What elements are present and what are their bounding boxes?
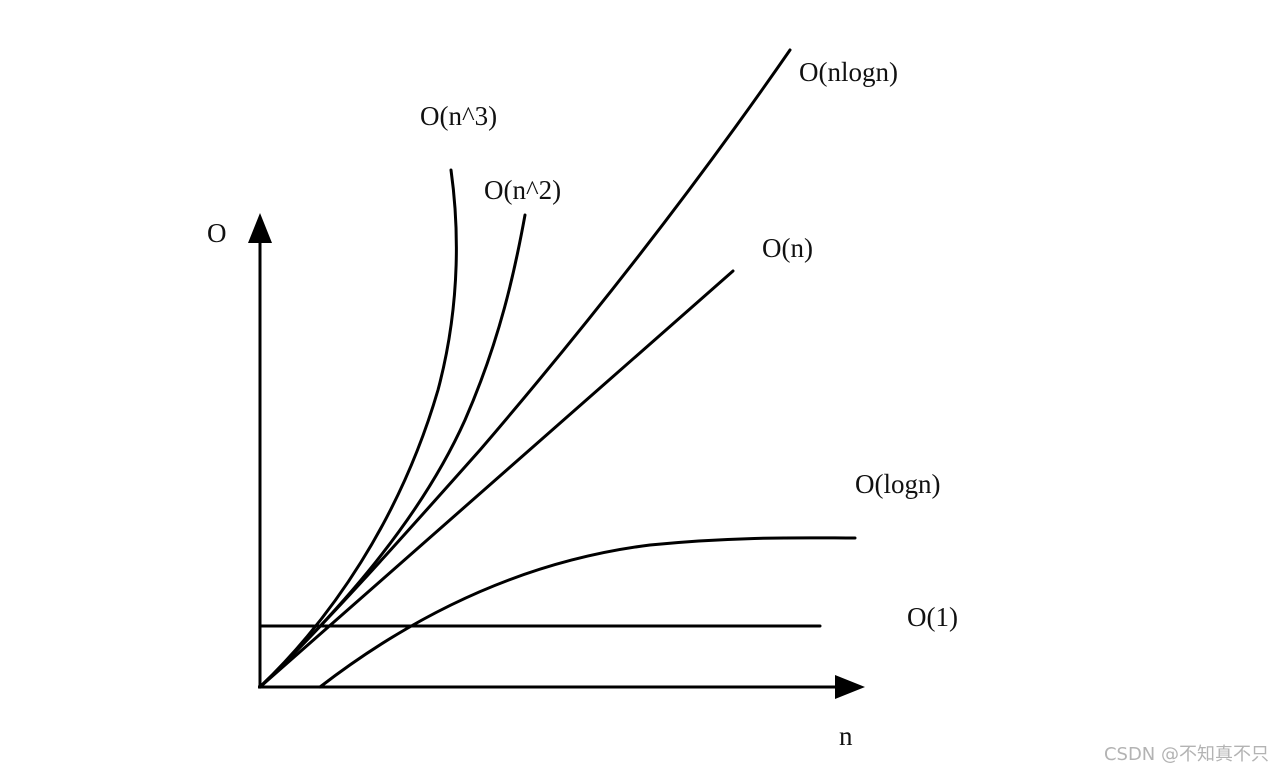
label-o-nlogn: O(nlogn) (799, 57, 898, 87)
label-o-n2: O(n^2) (484, 175, 561, 205)
curve-o-logn (318, 536, 857, 689)
curve-o-nlogn (258, 48, 792, 689)
watermark-text: CSDN @不知真不只 (1103, 744, 1269, 765)
curve-o-n3 (258, 168, 458, 689)
curve-o-n2 (258, 213, 527, 689)
curve-o-n (258, 269, 735, 689)
label-o-n3: O(n^3) (420, 101, 497, 131)
label-o-n: O(n) (762, 233, 813, 263)
label-o-logn: O(logn) (855, 469, 940, 499)
y-axis-arrow-icon (248, 213, 272, 243)
label-o-1: O(1) (907, 602, 958, 632)
x-axis-arrow-icon (835, 675, 865, 699)
x-axis-label: n (839, 721, 853, 751)
y-axis-label: O (207, 218, 227, 248)
